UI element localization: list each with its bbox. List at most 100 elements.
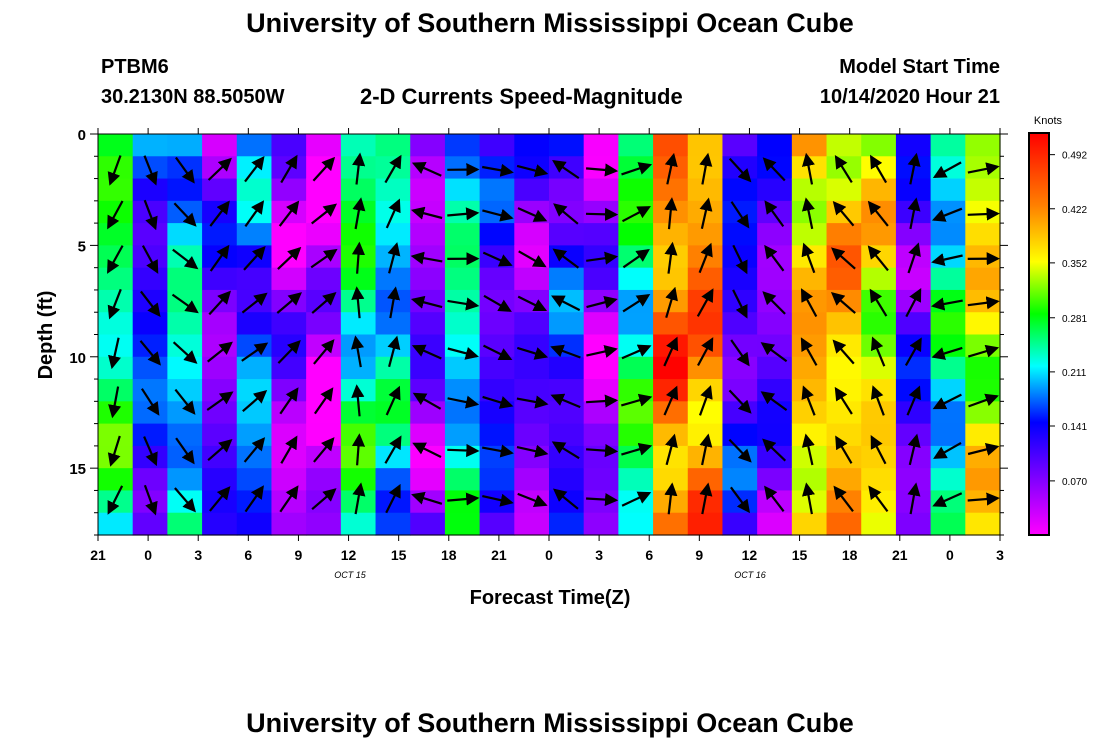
heat-cell	[444, 134, 481, 157]
x-tick-label: 21	[892, 547, 908, 563]
heat-cell	[306, 223, 342, 246]
heat-cell	[618, 289, 654, 313]
current-arrow	[932, 393, 962, 410]
current-arrow	[384, 435, 402, 464]
heat-cell	[583, 312, 619, 336]
heat-cell	[444, 490, 481, 514]
heat-cell	[930, 379, 966, 402]
heat-cell	[444, 267, 481, 291]
heat-cell	[514, 312, 550, 336]
heat-cell	[930, 178, 966, 202]
heat-cell	[826, 223, 862, 246]
current-arrow	[351, 433, 366, 466]
heat-cell	[202, 267, 238, 291]
heat-cell	[861, 423, 897, 447]
current-arrow	[140, 388, 160, 416]
heat-cell	[653, 134, 689, 157]
current-arrow	[243, 245, 266, 271]
current-arrow	[310, 248, 338, 269]
heat-cell	[826, 178, 862, 202]
current-arrow	[801, 152, 815, 185]
current-arrow	[586, 394, 619, 408]
heat-cell	[271, 490, 307, 514]
current-arrow	[387, 286, 401, 319]
current-arrow	[447, 207, 480, 221]
heat-cell	[340, 178, 377, 202]
current-arrow	[412, 392, 442, 410]
heat-cell	[653, 223, 689, 246]
current-arrow	[241, 292, 268, 314]
current-arrow	[801, 197, 815, 230]
heat-cell	[375, 445, 411, 469]
heat-cell	[444, 223, 481, 246]
heat-cell	[340, 468, 377, 492]
heat-cell	[861, 223, 897, 246]
heat-cell	[306, 379, 342, 402]
current-arrow	[410, 295, 443, 309]
heat-cell	[306, 134, 342, 157]
heat-cell	[514, 223, 550, 246]
heat-cell	[444, 356, 481, 380]
heat-cell	[618, 134, 654, 157]
heat-cell	[167, 423, 203, 447]
current-arrow	[241, 342, 269, 362]
current-arrow	[728, 438, 752, 463]
current-arrow	[585, 207, 619, 221]
heat-cell	[722, 468, 758, 492]
heat-cell	[583, 200, 619, 224]
heat-cell	[271, 401, 307, 425]
heat-cell	[375, 267, 411, 291]
heat-cell	[132, 134, 168, 157]
current-arrow	[831, 247, 856, 270]
heat-cell	[965, 379, 1001, 402]
heat-cell	[271, 312, 307, 336]
current-arrow	[800, 288, 818, 318]
current-arrow	[171, 293, 199, 314]
heat-cell	[930, 312, 966, 336]
heat-cell	[167, 245, 203, 269]
heat-cell	[132, 423, 168, 447]
current-arrow	[385, 198, 401, 229]
current-arrow	[621, 344, 652, 360]
heat-cell	[861, 401, 897, 425]
heat-cell	[549, 178, 585, 202]
heat-cell	[444, 312, 481, 336]
current-arrow	[279, 387, 299, 415]
heat-cell	[965, 334, 1001, 358]
current-arrow	[108, 386, 122, 419]
current-arrow	[764, 200, 785, 228]
heat-cell	[757, 512, 793, 536]
heat-cell	[236, 134, 273, 157]
heat-cell	[791, 512, 828, 536]
current-arrow	[143, 484, 158, 516]
heat-cell	[132, 512, 168, 536]
current-arrow	[244, 485, 264, 513]
heat-cell	[930, 468, 966, 492]
heat-cell	[132, 468, 168, 492]
heat-cell	[653, 445, 689, 469]
heat-cell	[549, 356, 585, 380]
heat-cell	[514, 423, 550, 447]
heat-cell	[757, 423, 793, 447]
heat-cell	[306, 200, 342, 224]
heat-cell	[410, 223, 446, 246]
heat-cell	[375, 401, 411, 425]
current-arrow	[174, 388, 196, 415]
current-arrow	[447, 443, 480, 458]
heat-cell	[479, 178, 515, 202]
current-arrow	[801, 242, 816, 274]
current-arrow	[208, 290, 231, 316]
heat-cell	[410, 289, 446, 313]
heat-cell	[236, 312, 273, 336]
x-tick-label: 0	[946, 547, 954, 563]
heat-cell	[271, 445, 307, 469]
heat-cell	[271, 356, 307, 380]
heat-cell	[826, 356, 862, 380]
current-arrow	[551, 295, 581, 312]
heat-cell	[826, 423, 862, 447]
heat-cell	[687, 134, 724, 157]
heat-cell	[826, 267, 862, 291]
current-arrow	[206, 391, 234, 411]
current-arrow	[622, 248, 650, 269]
heat-cell	[236, 334, 273, 358]
